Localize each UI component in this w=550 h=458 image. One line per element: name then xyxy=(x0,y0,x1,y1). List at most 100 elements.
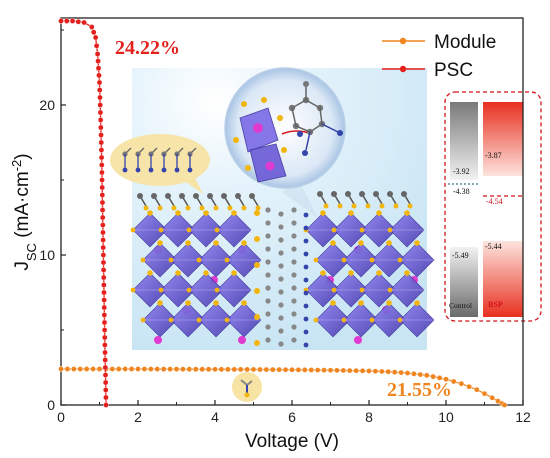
molecule-small-circle-icon xyxy=(232,372,262,402)
halide-atom xyxy=(404,210,410,216)
psc-efficiency-label: 24.22% xyxy=(115,37,180,59)
nitrogen-atom xyxy=(302,150,308,156)
nitrogen-atom xyxy=(303,316,309,322)
data-point xyxy=(458,380,465,387)
x-tick-label: 10 xyxy=(438,409,454,425)
nitrogen-atom xyxy=(303,212,309,218)
nitrogen-atom xyxy=(174,167,180,173)
halide-atom xyxy=(233,137,239,143)
carbon-atom xyxy=(291,207,297,213)
data-point xyxy=(481,390,488,397)
halide-atom xyxy=(203,210,209,216)
bsp-fermi-value: -4.54 xyxy=(486,197,503,206)
data-point xyxy=(96,72,102,79)
data-point xyxy=(167,366,173,372)
data-point xyxy=(308,367,315,373)
data-point xyxy=(102,379,109,386)
carbon-atom xyxy=(278,276,284,282)
nitrogen-atom xyxy=(303,251,309,257)
carbon-atom xyxy=(278,302,284,308)
x-tick-label: 2 xyxy=(134,409,142,425)
nitrogen-atom xyxy=(303,290,309,296)
carbon-atom xyxy=(265,337,271,343)
data-point xyxy=(97,109,104,116)
halide-atom xyxy=(241,101,247,107)
carbon-atom xyxy=(265,233,271,239)
halide-atom xyxy=(348,270,354,276)
halide-atom xyxy=(320,210,326,216)
data-point xyxy=(102,342,108,348)
data-point xyxy=(366,368,372,374)
carbon-atom xyxy=(265,285,271,291)
control-label: Control xyxy=(449,301,472,310)
halide-atom xyxy=(387,227,393,233)
bsp-homo-value: -5.44 xyxy=(485,242,502,251)
carbon-atom xyxy=(387,191,393,197)
data-point xyxy=(340,367,347,374)
nitrogen-atom xyxy=(122,167,128,173)
energy-level-diagram: -3.92 -4.38 -5.49 -3.87 -4.54 -5.44 Cont… xyxy=(444,91,542,322)
halide-atom xyxy=(281,147,287,153)
halide-atom xyxy=(196,257,202,263)
data-point xyxy=(99,162,105,168)
halide-atom xyxy=(224,257,230,263)
data-point xyxy=(89,24,95,30)
halide-atom xyxy=(358,240,364,246)
data-point xyxy=(423,372,430,379)
data-point xyxy=(100,222,106,228)
carbon-atom xyxy=(207,193,213,199)
carbon-atom xyxy=(165,193,171,199)
halide-atom xyxy=(376,270,382,276)
data-point xyxy=(404,370,411,376)
carbon-atom xyxy=(137,193,143,199)
data-point xyxy=(385,368,392,375)
data-point xyxy=(96,366,103,372)
carbon-atom xyxy=(373,191,379,197)
halide-atom xyxy=(254,236,260,242)
halide-atom xyxy=(414,300,420,306)
halide-atom xyxy=(330,300,336,306)
data-point xyxy=(102,372,109,378)
halide-atom xyxy=(414,240,420,246)
data-point xyxy=(100,274,107,281)
halide-atom xyxy=(313,257,319,263)
data-point xyxy=(101,312,108,318)
data-point xyxy=(276,366,282,373)
perovskite-illustration xyxy=(130,191,435,348)
halide-atom xyxy=(199,205,205,211)
x-tick-label: 12 xyxy=(515,409,531,425)
halide-atom xyxy=(168,257,174,263)
data-point xyxy=(69,18,76,24)
halide-atom xyxy=(157,300,163,306)
halide-atom xyxy=(341,317,347,323)
carbon-atom xyxy=(291,220,297,226)
data-point xyxy=(98,132,104,138)
data-point xyxy=(92,34,99,41)
data-point xyxy=(93,42,100,49)
halide-atom xyxy=(241,300,247,306)
data-point xyxy=(58,18,64,24)
data-point xyxy=(237,366,244,373)
data-point xyxy=(99,169,105,176)
data-point xyxy=(95,65,102,72)
carbon-atom xyxy=(278,224,284,230)
x-tick-label: 0 xyxy=(57,409,65,425)
carbon-atom xyxy=(278,237,284,243)
halide-atom xyxy=(330,240,336,246)
data-point xyxy=(473,386,480,393)
data-point xyxy=(205,366,212,373)
data-point xyxy=(430,373,436,380)
nitrogen-atom xyxy=(337,130,343,136)
nitrile-bond xyxy=(321,123,339,133)
carbon-atom xyxy=(179,193,185,199)
halide-atom xyxy=(158,227,164,233)
nitrogen-atom xyxy=(303,277,309,283)
data-point xyxy=(96,79,103,86)
halide-atom xyxy=(224,317,230,323)
legend-label-psc: PSC xyxy=(434,60,473,81)
halide-atom xyxy=(331,227,337,233)
data-point xyxy=(94,51,101,57)
data-point xyxy=(101,297,107,303)
data-point xyxy=(101,289,107,296)
